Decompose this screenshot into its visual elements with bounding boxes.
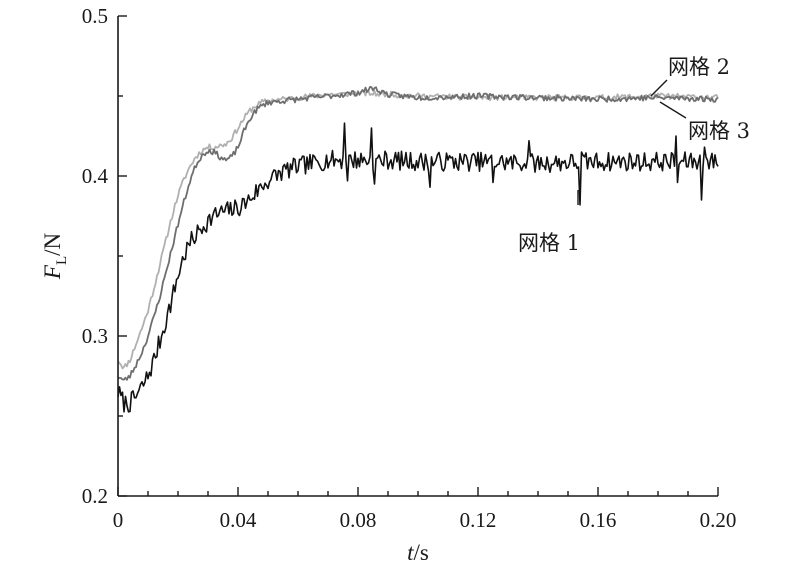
series-line-3 bbox=[117, 86, 719, 381]
x-tick-label: 0.20 bbox=[700, 508, 737, 532]
series-line-1 bbox=[117, 122, 719, 413]
x-axis-label: t/s bbox=[407, 540, 429, 565]
y-tick-label: 0.2 bbox=[82, 484, 108, 508]
y-tick-label: 0.3 bbox=[82, 324, 108, 348]
y-axis-label: FL/N bbox=[40, 232, 70, 280]
x-tick-label: 0.16 bbox=[580, 508, 617, 532]
series-annotation-label: 网格 3 bbox=[688, 119, 750, 143]
series-annotation-label: 网格 2 bbox=[668, 55, 730, 79]
y-tick-label: 0.5 bbox=[82, 4, 108, 28]
series-annotation-label: 网格 1 bbox=[518, 231, 580, 255]
y-tick-label: 0.4 bbox=[82, 164, 109, 188]
annotation-leader bbox=[650, 79, 668, 97]
annotation-leader bbox=[659, 101, 687, 119]
x-tick-label: 0 bbox=[113, 508, 124, 532]
x-tick-label: 0.08 bbox=[340, 508, 377, 532]
labels-layer: 0 0.04 0.08 0.12 0.16 0.20 0.2 0.3 0.4 0.5 t/s FL/N… bbox=[40, 4, 750, 565]
x-tick-label: 0.04 bbox=[220, 508, 257, 532]
series-layer bbox=[117, 86, 719, 413]
series-line-2 bbox=[117, 89, 719, 370]
axes-layer bbox=[117, 15, 719, 497]
x-tick-label: 0.12 bbox=[460, 508, 497, 532]
